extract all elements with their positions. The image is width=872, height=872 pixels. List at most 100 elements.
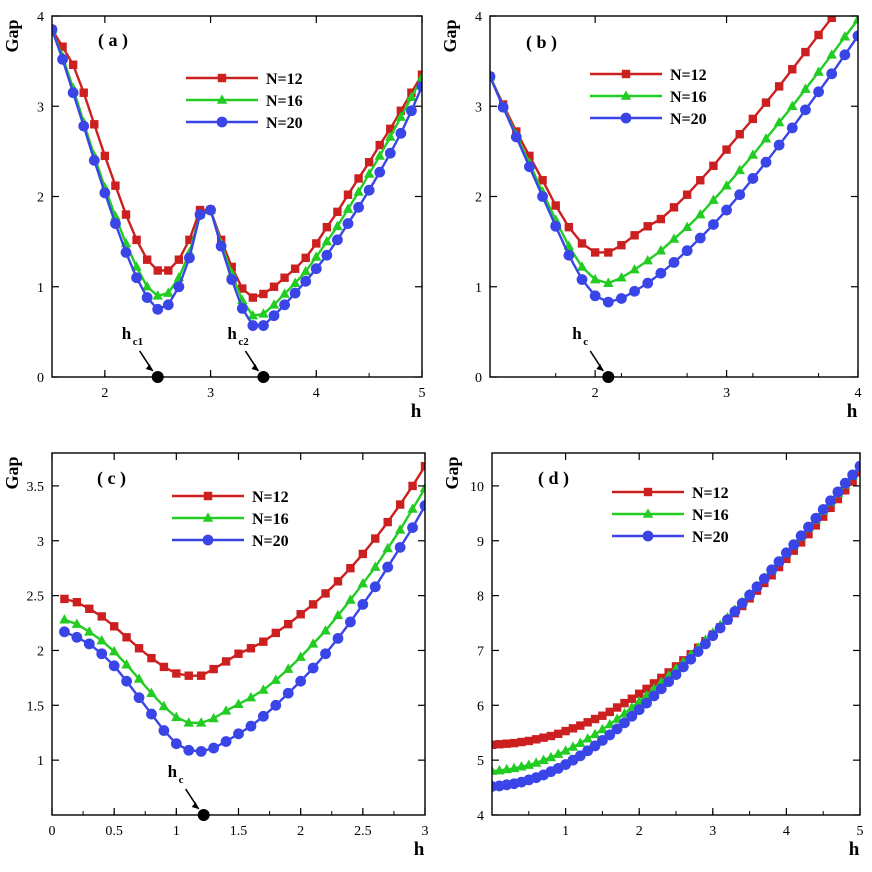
data-point (643, 222, 652, 231)
data-point (59, 626, 70, 638)
data-point (374, 150, 385, 160)
data-point (205, 204, 216, 216)
data-point (619, 717, 630, 729)
data-point (283, 663, 294, 673)
data-point (58, 42, 67, 51)
x-tick-label: 1.5 (230, 824, 248, 839)
series-line (490, 18, 858, 285)
data-point (760, 156, 772, 168)
data-point (310, 263, 322, 275)
data-point (663, 676, 675, 688)
annotation-label: h (122, 324, 132, 343)
y-axis-label: Gap (440, 19, 460, 52)
data-point (839, 49, 851, 61)
data-point (502, 739, 511, 748)
data-point (111, 181, 120, 190)
data-point (370, 561, 381, 571)
data-point (333, 577, 343, 586)
plot-area (492, 460, 860, 792)
data-point (147, 653, 156, 663)
annotation-subscript: c1 (133, 336, 143, 348)
data-point (52, 24, 58, 35)
data-point (786, 122, 798, 134)
data-point (734, 164, 745, 175)
data-point (332, 220, 343, 231)
data-point (296, 610, 305, 619)
data-point (826, 503, 835, 513)
data-point (57, 53, 68, 65)
data-point (369, 581, 381, 593)
data-point (420, 461, 425, 471)
legend-label: N=12 (692, 485, 729, 502)
data-point (132, 235, 141, 245)
data-point (530, 757, 542, 767)
data-point (554, 729, 563, 739)
data-point (245, 720, 257, 732)
data-point (164, 266, 173, 275)
data-point (259, 637, 268, 646)
data-point (416, 71, 422, 82)
data-point (226, 274, 238, 285)
data-point (258, 320, 269, 331)
data-point (121, 675, 132, 687)
data-point (827, 16, 836, 23)
data-point (707, 630, 719, 642)
data-point (633, 704, 645, 716)
data-point (627, 694, 637, 703)
data-point (589, 290, 601, 302)
x-tick-label: 5 (419, 386, 426, 401)
data-point (131, 261, 142, 271)
data-point (760, 133, 772, 143)
y-tick-label: 3.5 (27, 480, 45, 495)
data-point (417, 70, 422, 79)
data-point (120, 247, 132, 258)
data-point (307, 638, 319, 648)
data-point (563, 249, 575, 261)
data-point (353, 186, 364, 196)
data-point (682, 190, 692, 199)
data-point (629, 264, 640, 274)
data-point (406, 105, 417, 117)
data-point (99, 187, 111, 199)
data-point (383, 517, 392, 527)
data-point (322, 222, 332, 232)
data-point (146, 687, 157, 698)
series-n20 (59, 500, 425, 757)
y-tick-label: 1.5 (27, 699, 45, 714)
data-point (227, 262, 236, 272)
data-point (71, 618, 83, 628)
data-point (560, 745, 571, 755)
data-point (358, 549, 368, 559)
data-point (141, 281, 153, 291)
data-point (131, 272, 142, 284)
data-point (290, 264, 300, 273)
data-point (394, 524, 406, 534)
data-point (195, 745, 207, 757)
data-point (280, 273, 289, 282)
data-point (408, 481, 417, 491)
data-point (495, 740, 504, 749)
data-point (141, 292, 153, 303)
legend-item: N=20 (590, 111, 707, 128)
data-point (813, 66, 824, 76)
data-point (773, 556, 785, 567)
legend-marker (620, 112, 632, 124)
series-n12 (60, 461, 425, 680)
data-point (395, 111, 407, 121)
data-point (215, 240, 227, 252)
legend-marker (202, 512, 214, 522)
data-point (692, 646, 704, 657)
data-point (209, 664, 218, 674)
data-point (620, 698, 629, 708)
data-point (848, 477, 857, 486)
data-point (611, 723, 623, 735)
data-point (133, 673, 145, 683)
data-point (196, 717, 207, 727)
legend-item: N=20 (172, 533, 289, 550)
data-point (605, 707, 614, 717)
data-point (847, 469, 859, 481)
data-point (525, 151, 534, 161)
data-point (841, 486, 850, 495)
